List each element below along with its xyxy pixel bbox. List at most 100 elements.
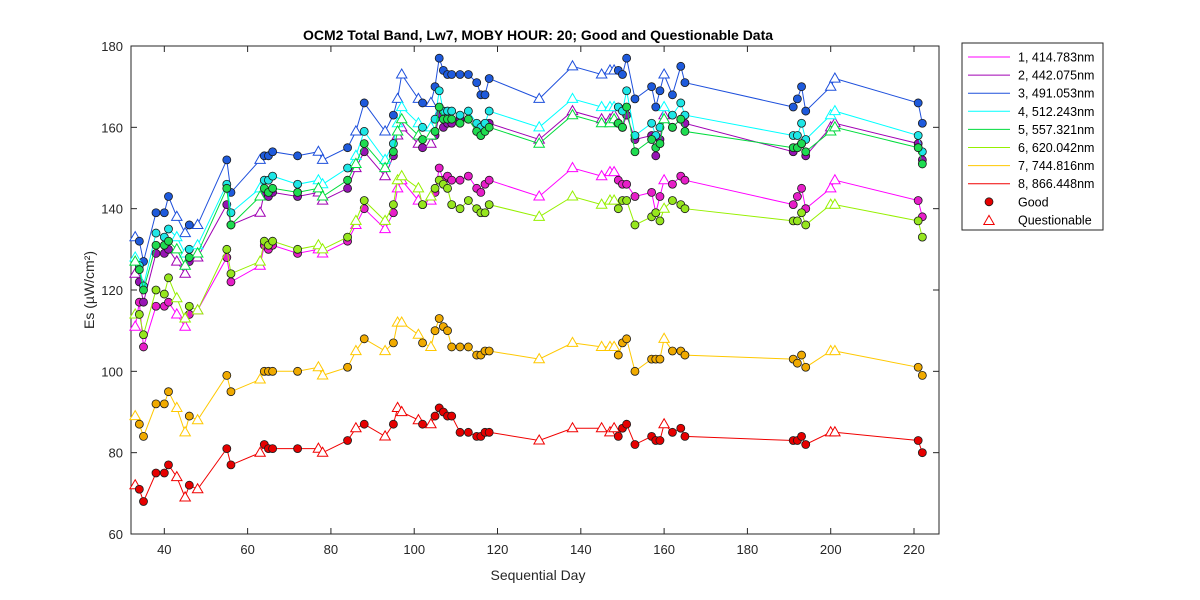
good-point	[139, 497, 148, 506]
good-point	[913, 436, 923, 445]
y-tick-label: 140	[101, 202, 123, 217]
good-point	[430, 326, 440, 336]
questionable-point	[170, 307, 183, 319]
good-point	[630, 147, 640, 157]
good-point	[164, 273, 173, 283]
x-axis: 40 60 80 100 120 140 160 180 200 220	[157, 46, 925, 557]
questionable-point	[395, 112, 408, 124]
good-point	[651, 208, 661, 218]
good-point	[655, 139, 665, 149]
good-point	[913, 98, 923, 108]
good-point	[134, 309, 144, 319]
series-8	[129, 401, 927, 506]
questionable-point	[395, 100, 408, 112]
good-point	[455, 204, 465, 214]
good-point	[359, 139, 369, 149]
good-point	[184, 411, 194, 421]
questionable-point	[395, 68, 408, 79]
good-point	[613, 204, 623, 214]
good-point	[647, 82, 657, 92]
y-tick-label: 80	[109, 446, 123, 461]
good-point	[792, 358, 802, 368]
good-point	[343, 436, 352, 445]
x-tick-label: 160	[653, 542, 675, 557]
legend-label: Good	[1018, 195, 1049, 209]
good-point	[484, 74, 494, 83]
questionable-point	[533, 190, 546, 201]
legend-label: 1, 414.783nm	[1018, 51, 1094, 65]
good-point	[151, 208, 161, 218]
good-point	[184, 301, 194, 311]
good-point	[655, 354, 665, 364]
questionable-point	[828, 71, 841, 83]
good-point	[388, 419, 398, 429]
good-point	[455, 118, 465, 128]
x-tick-label: 220	[903, 542, 925, 557]
questionable-point	[828, 198, 841, 209]
good-point	[913, 362, 923, 372]
good-point	[418, 135, 427, 144]
good-point	[139, 431, 148, 441]
questionable-point	[349, 157, 362, 168]
good-point	[797, 208, 806, 218]
questionable-point	[191, 482, 204, 494]
good-point	[622, 196, 632, 205]
questionable-point	[412, 328, 425, 339]
good-point	[801, 440, 811, 449]
good-point	[472, 78, 482, 87]
good-point	[455, 175, 465, 185]
good-point	[622, 334, 632, 344]
questionable-point	[170, 401, 183, 412]
good-point	[455, 427, 465, 437]
good-point	[359, 419, 369, 429]
good-point	[359, 147, 369, 157]
good-point	[913, 196, 923, 205]
questionable-point	[828, 344, 841, 356]
good-point	[447, 114, 457, 124]
good-point	[913, 143, 923, 153]
questionable-point	[349, 421, 362, 433]
good-point	[680, 431, 690, 441]
good-point	[480, 208, 490, 218]
good-point	[388, 338, 398, 348]
good-point	[622, 86, 632, 96]
good-point	[434, 163, 444, 173]
questionable-point	[378, 161, 392, 173]
questionable-point	[129, 409, 142, 421]
good-point	[359, 126, 369, 136]
x-tick-label: 120	[487, 542, 509, 557]
good-point	[917, 118, 927, 128]
good-point	[226, 460, 236, 470]
good-point	[668, 110, 677, 120]
good-point	[164, 192, 173, 201]
legend-label: 7, 744.816nm	[1018, 159, 1094, 173]
questionable-point	[170, 230, 183, 242]
good-point	[455, 342, 465, 352]
good-point	[917, 232, 927, 242]
y-axis-label: Es (µW/cm²)	[81, 251, 97, 329]
questionable-point	[179, 320, 192, 331]
good-point	[647, 187, 657, 197]
questionable-point	[533, 92, 546, 103]
good-point	[484, 346, 494, 356]
questionable-point	[424, 137, 437, 148]
questionable-point	[533, 352, 546, 364]
questionable-point	[312, 145, 325, 156]
questionable-point	[658, 332, 671, 343]
good-point	[484, 175, 494, 185]
questionable-point	[254, 446, 267, 457]
good-point	[917, 159, 927, 169]
legend: 1, 414.783nm 2, 442.075nm 3, 491.053nm 4, 5…	[961, 42, 1104, 231]
questionable-point	[424, 96, 437, 107]
questionable-point	[349, 214, 362, 225]
good-point	[680, 126, 690, 136]
good-point	[613, 350, 623, 360]
good-point	[443, 183, 452, 193]
questionable-point	[424, 417, 437, 429]
good-point	[268, 183, 278, 193]
questionable-point	[412, 181, 425, 193]
good-point	[343, 183, 352, 193]
good-point	[226, 208, 236, 218]
good-point	[434, 314, 444, 323]
good-point	[484, 427, 494, 437]
